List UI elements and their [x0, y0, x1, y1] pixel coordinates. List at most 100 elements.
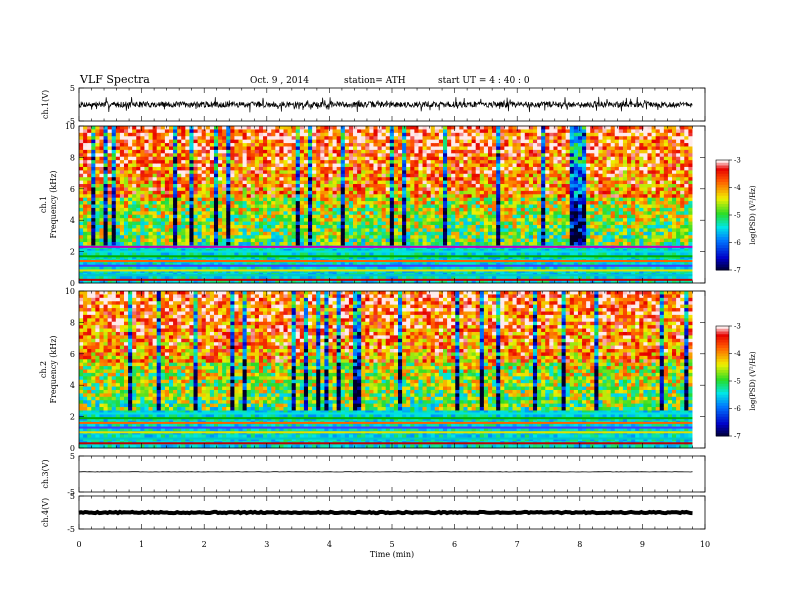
spectrogram-cell — [365, 221, 370, 226]
spectrogram-cell — [508, 238, 513, 243]
spectrogram-cell — [451, 136, 456, 141]
spectrogram-cell — [185, 224, 190, 229]
spectrogram-cell — [463, 214, 468, 219]
spectrogram-cell — [303, 194, 309, 199]
spectrogram-cell — [230, 231, 235, 236]
spectrogram-cell — [173, 207, 178, 212]
spectrogram-cell — [483, 252, 489, 257]
spectrogram-cell — [373, 160, 378, 164]
spectrogram-cell — [463, 129, 468, 134]
spectrogram-cell — [479, 190, 485, 195]
spectrogram-cell — [336, 184, 342, 188]
spectrogram-cell — [340, 252, 346, 257]
spectrogram-cell — [336, 194, 342, 199]
spectrogram-cell — [377, 126, 383, 130]
spectrogram-cell — [197, 190, 203, 195]
spectrogram-cell — [181, 265, 186, 270]
spectrogram-cell — [344, 207, 350, 212]
spectrogram-cell — [144, 255, 149, 260]
spectrogram-cell — [267, 204, 272, 209]
spectrogram-cell — [291, 204, 297, 209]
spectrogram-cell — [107, 180, 113, 185]
spectrogram-cell — [123, 139, 129, 144]
spectrogram-cell — [283, 139, 288, 144]
spectrogram-cell — [373, 129, 378, 134]
spectrogram-cell — [238, 143, 243, 147]
spectrogram-cell — [234, 235, 239, 240]
spectrogram-cell — [434, 207, 440, 212]
spectrogram-cell — [83, 201, 88, 205]
spectrogram-cell — [173, 143, 178, 147]
spectrogram-cell — [291, 235, 297, 240]
spectrogram-cell — [254, 132, 260, 137]
spectrogram-cell — [107, 235, 113, 240]
spectrogram-cell — [148, 190, 154, 195]
spectrogram-cell — [398, 153, 403, 158]
spectrogram-cell — [381, 255, 387, 260]
spectrogram-cell — [385, 194, 391, 199]
spectrogram-cell — [402, 139, 407, 144]
spectrogram-cell — [303, 238, 309, 243]
spectrogram-cell — [316, 221, 321, 226]
spectrogram-cell — [205, 262, 211, 267]
spectrogram-cell — [303, 197, 309, 202]
spectrogram-cell — [222, 160, 227, 164]
spectrogram-cell — [483, 207, 489, 212]
spectrogram-cell — [140, 238, 145, 243]
spectrogram-cell — [111, 228, 117, 233]
spectrogram-cell — [463, 139, 468, 144]
spectrogram-cell — [283, 255, 288, 260]
spectrogram-cell — [463, 262, 468, 267]
spectrogram-cell — [479, 129, 485, 134]
spectrogram-cell — [422, 231, 428, 236]
spectrogram-cell — [254, 160, 260, 164]
spectrogram-cell — [471, 146, 477, 151]
spectrogram-cell — [303, 187, 309, 192]
spectrogram-cell — [381, 146, 387, 151]
spectrogram-cell — [344, 238, 350, 243]
spectrogram-cell — [197, 143, 203, 147]
spectrogram-cell — [418, 187, 423, 192]
spectrogram-cell — [128, 156, 133, 161]
spectrogram-cell — [238, 207, 243, 212]
spectrogram-cell — [246, 221, 252, 226]
spectrogram-cell — [160, 136, 166, 141]
spectrogram-cell — [267, 190, 272, 195]
spectrogram-cell — [353, 276, 358, 280]
spectrogram-cell — [222, 132, 227, 137]
spectrogram-cell — [267, 160, 272, 164]
spectrogram-cell — [332, 228, 338, 233]
spectrogram-cell — [500, 149, 505, 154]
spectrogram-cell — [377, 265, 383, 270]
spectrogram-cell — [128, 276, 133, 280]
spectrogram-cell — [230, 224, 235, 229]
spectrogram-cell — [242, 265, 248, 270]
spectrogram-cell — [487, 276, 493, 280]
spectrogram-cell — [103, 163, 109, 168]
spectrogram-cell — [496, 177, 501, 182]
spectrogram-cell — [316, 187, 321, 192]
spectrogram-cell — [340, 279, 346, 284]
spectrogram-cell — [365, 126, 370, 130]
spectrogram-cell — [336, 177, 342, 182]
spectrogram-cell — [132, 177, 137, 182]
spectrogram-cell — [402, 136, 407, 141]
spectrogram-cell — [267, 126, 272, 130]
spectrogram-cell — [328, 163, 333, 168]
spectrogram-cell — [279, 132, 284, 137]
spectrogram-cell — [132, 190, 137, 195]
spectrogram-cell — [111, 149, 117, 154]
spectrogram-cell — [193, 177, 199, 182]
spectrogram-cell — [238, 218, 243, 222]
spectrogram-cell — [483, 204, 489, 209]
spectrogram-cell — [250, 156, 256, 161]
spectrogram-cell — [361, 173, 366, 178]
spectrogram-cell — [295, 211, 301, 216]
spectrogram-cell — [218, 228, 223, 233]
spectrogram-cell — [164, 139, 170, 144]
spectrogram-cell — [426, 146, 432, 151]
spectrogram-cell — [373, 173, 378, 178]
spectrogram-cell — [140, 218, 145, 222]
spectrogram-cell — [455, 129, 460, 134]
spectrogram-cell — [254, 177, 260, 182]
